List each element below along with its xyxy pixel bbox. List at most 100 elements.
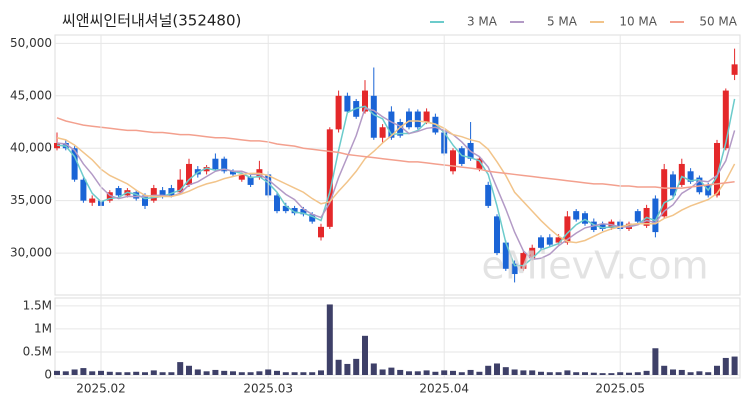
candle-body — [291, 207, 298, 214]
candle-body — [309, 214, 316, 222]
volume-bar — [124, 372, 131, 376]
candle-body — [159, 190, 166, 197]
candle-body — [247, 176, 254, 185]
volume-bar — [265, 369, 272, 376]
volume-bar — [485, 365, 492, 376]
volume-bar — [652, 348, 659, 376]
volume-bar — [362, 335, 368, 376]
candle-body — [379, 127, 386, 138]
volume-bar — [168, 372, 175, 376]
volume-bar — [467, 369, 474, 376]
candle-body — [71, 148, 78, 180]
volume-bar — [194, 369, 201, 376]
volume-bar — [159, 372, 166, 376]
ma-line — [56, 120, 736, 244]
candle-body — [476, 158, 483, 170]
volume-bar — [661, 365, 668, 376]
volume-bar — [617, 372, 624, 376]
volume-bar — [670, 369, 676, 376]
candle-body — [300, 209, 307, 215]
candle-body — [362, 90, 368, 112]
volume-bar — [133, 371, 140, 376]
volume-bar — [353, 358, 360, 376]
volume-bar — [705, 372, 712, 376]
volume-bar — [520, 370, 527, 376]
volume-bar — [555, 372, 562, 376]
candle-body — [133, 192, 140, 199]
y-tick-label: 35,000 — [10, 193, 52, 207]
legend-label: 50 MA — [699, 15, 737, 29]
candle-body — [212, 158, 219, 170]
volume-bar — [247, 372, 254, 376]
candle-body — [168, 188, 175, 196]
candle-body — [203, 167, 210, 172]
candle-body — [678, 163, 685, 185]
ma-line — [56, 117, 735, 189]
volume-bar — [106, 371, 113, 376]
candle-body — [599, 223, 606, 229]
volume-bar — [256, 371, 263, 376]
candle-body — [494, 216, 500, 254]
volume-bar — [291, 372, 298, 376]
volume-bar — [230, 371, 236, 376]
volume-bar — [335, 359, 342, 376]
volume-bar — [696, 371, 703, 376]
volume-bar — [98, 370, 104, 376]
candle-body — [335, 95, 342, 130]
volume-bar — [634, 372, 641, 376]
volume-bar — [71, 369, 78, 376]
candle-body — [344, 95, 351, 112]
volume-bar — [177, 362, 184, 376]
candle-body — [388, 111, 395, 138]
volume-bar — [564, 370, 571, 376]
candle-body — [142, 195, 148, 206]
candle-body — [326, 129, 333, 227]
volume-bar — [458, 372, 465, 376]
candle-body — [696, 177, 703, 193]
volume-bar — [414, 371, 421, 376]
candle-body — [89, 198, 96, 203]
volume-bar — [212, 369, 219, 376]
y-tick-label: 0 — [44, 368, 52, 382]
candle-body — [414, 111, 421, 128]
volume-bar — [379, 369, 386, 376]
x-tick-label: 2025.04 — [419, 382, 469, 396]
candle-body — [687, 171, 694, 182]
volume-bar — [494, 363, 500, 376]
volume-bar — [626, 372, 632, 376]
y-tick-label: 40,000 — [10, 141, 52, 155]
candle-body — [573, 211, 580, 220]
candle-body — [282, 205, 289, 212]
candle-body — [670, 174, 676, 196]
volume-bar — [678, 369, 685, 376]
candle-body — [722, 90, 729, 149]
volume-bar — [142, 372, 148, 376]
volume-bar — [89, 371, 96, 376]
volume-bar — [150, 370, 157, 376]
x-tick-label: 2025.05 — [595, 382, 645, 396]
candle-body — [150, 188, 157, 201]
y-tick-label: 50,000 — [10, 36, 52, 50]
candle-body — [555, 237, 562, 243]
volume-bar — [511, 369, 518, 376]
candle-body — [186, 163, 192, 185]
y-tick-label: 1M — [34, 321, 52, 335]
volume-bar — [203, 371, 210, 376]
volume-bar — [529, 370, 536, 376]
y-tick-label: 30,000 — [10, 246, 52, 260]
volume-bar — [80, 368, 87, 376]
volume-bar — [502, 367, 509, 376]
volume-bar — [538, 371, 544, 376]
candle-body — [423, 111, 430, 123]
candle-body — [582, 213, 588, 224]
volume-bar — [406, 371, 412, 376]
volume-bar — [309, 372, 316, 376]
volume-bar — [274, 370, 280, 376]
volume-panel — [54, 297, 741, 379]
volume-bar — [722, 357, 729, 376]
candle-body — [106, 192, 113, 201]
volume-bar — [54, 370, 60, 376]
candle-body — [661, 169, 668, 217]
candle-body — [564, 216, 571, 243]
volume-bar — [608, 373, 615, 376]
